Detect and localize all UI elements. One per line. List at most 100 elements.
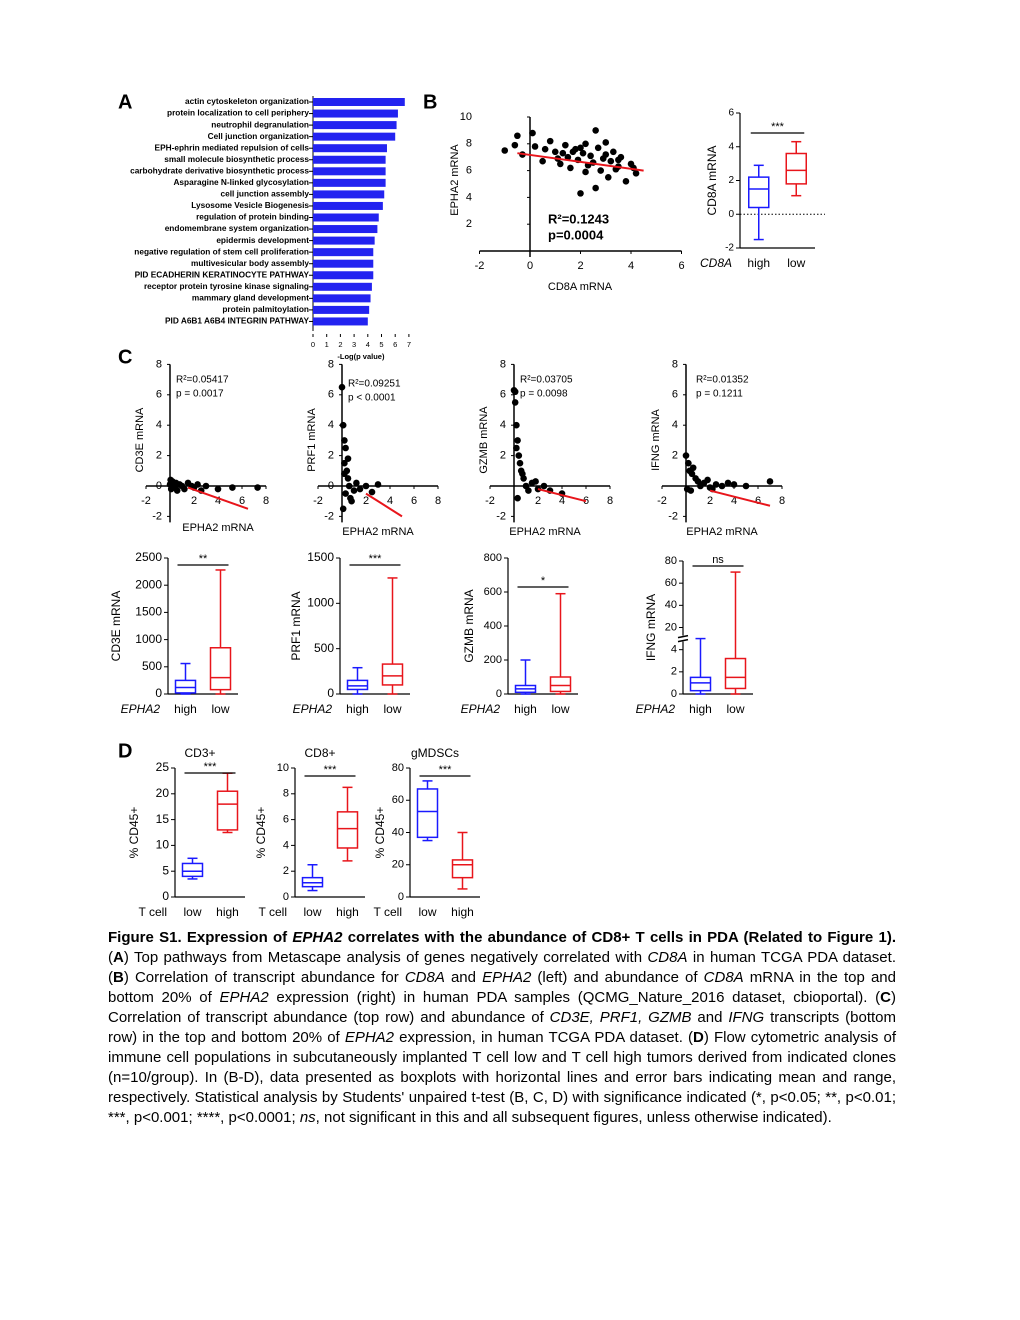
- bar: [313, 201, 383, 210]
- y-tick-label: 2: [672, 450, 678, 462]
- bar: [313, 248, 374, 257]
- data-point: [632, 169, 640, 177]
- y-tick-label: 0: [156, 480, 162, 492]
- x-tick-label: 5: [379, 340, 383, 349]
- significance: ***: [204, 761, 218, 773]
- category-label: low: [211, 702, 229, 716]
- group-label: CD8A: [700, 256, 732, 270]
- group-label: EPHA2: [121, 702, 161, 716]
- caption-text: EPHA2: [344, 1029, 395, 1046]
- category-label: low: [183, 905, 201, 919]
- data-point: [607, 157, 615, 165]
- y-tick-label: 2: [500, 450, 506, 462]
- category-label: carbohydrate derivative biosynthetic pro…: [130, 165, 309, 175]
- data-point: [582, 140, 589, 148]
- y-tick-label: 8: [156, 358, 162, 370]
- data-point: [356, 485, 364, 493]
- bar: [313, 121, 397, 130]
- data-point: [569, 148, 577, 156]
- y-axis-label: EPHA2 mRNA: [449, 144, 461, 216]
- bar: [313, 225, 378, 234]
- box: [549, 676, 572, 693]
- y-tick-label: 1500: [135, 605, 162, 619]
- chart-title: CD3+: [184, 746, 215, 760]
- panel-label: D: [118, 740, 132, 762]
- y-tick-label: 0: [671, 688, 677, 700]
- group-label: T cell: [374, 905, 402, 919]
- y-axis-label: GZMB mRNA: [478, 406, 490, 474]
- y-tick-label: 40: [392, 826, 404, 838]
- y-axis-label: % CD45+: [254, 807, 268, 859]
- data-point: [338, 383, 346, 391]
- annotation: p=0.0004: [548, 227, 604, 242]
- bar: [313, 144, 387, 153]
- y-tick-label: 6: [283, 814, 289, 826]
- y-tick-label: 6: [156, 389, 162, 401]
- x-tick-label: 6: [678, 260, 684, 272]
- caption-text: correlates with the abundance of CD8+ T …: [342, 929, 896, 946]
- panel-label: C: [118, 346, 132, 368]
- data-point: [342, 490, 349, 497]
- y-tick-label: 8: [466, 138, 472, 150]
- bar: [313, 155, 386, 164]
- category-label: endomembrane system organization: [165, 223, 309, 233]
- data-point: [615, 156, 622, 164]
- x-tick-label: 4: [628, 260, 634, 272]
- box: [381, 663, 404, 686]
- caption-text: transcripts (bottom row) in the top and …: [108, 1009, 897, 1046]
- y-tick-label: 4: [671, 644, 677, 656]
- data-point: [587, 152, 594, 160]
- annotation: p = 0.1211: [696, 389, 743, 400]
- annotation: p < 0.0001: [348, 393, 396, 404]
- box: [689, 676, 712, 692]
- y-tick-label: -2: [668, 510, 678, 522]
- data-point: [704, 476, 711, 484]
- y-tick-label: -2: [152, 510, 162, 522]
- x-axis-label: CD8A mRNA: [548, 281, 613, 293]
- data-point: [339, 505, 347, 513]
- data-point: [514, 494, 521, 502]
- data-point: [685, 459, 692, 467]
- y-tick-label: -2: [324, 510, 334, 522]
- data-point: [682, 452, 690, 459]
- data-point: [712, 481, 720, 488]
- category-label: high: [514, 702, 537, 716]
- data-point: [557, 160, 564, 168]
- y-tick-label: 4: [466, 191, 472, 203]
- annotation: R²=0.01352: [696, 375, 749, 386]
- caption-text: mRNA in the top and bottom 20% of: [108, 969, 896, 1006]
- y-axis-label: IFNG mRNA: [650, 408, 662, 470]
- y-tick-label: 6: [328, 389, 334, 401]
- caption-text: ) Top pathways from Metascape analysis o…: [123, 949, 648, 966]
- x-tick-label: 8: [607, 495, 613, 507]
- category-label: high: [346, 702, 369, 716]
- y-tick-label: 4: [500, 419, 506, 431]
- y-tick-label: 6: [466, 165, 472, 177]
- data-point: [730, 481, 738, 488]
- category-label: PID ECADHERIN KERATINOCYTE PATHWAY: [135, 269, 310, 279]
- category-label: regulation of protein binding: [196, 212, 309, 222]
- y-tick-label: 2: [466, 218, 472, 230]
- data-point: [173, 487, 181, 494]
- y-tick-label: 0: [162, 889, 169, 903]
- annotation: R²=0.1243: [548, 211, 609, 226]
- data-point: [579, 149, 587, 157]
- data-point: [362, 482, 370, 490]
- x-tick-label: 7: [407, 340, 411, 349]
- data-point: [167, 476, 174, 484]
- data-point: [689, 464, 697, 472]
- data-point: [516, 459, 524, 467]
- y-tick-label: 500: [142, 659, 162, 673]
- fit-line: [709, 489, 771, 507]
- caption-text: IFNG: [728, 1009, 765, 1026]
- box: [181, 862, 204, 878]
- data-point: [577, 190, 584, 197]
- bar: [313, 178, 386, 187]
- data-point: [724, 479, 732, 487]
- caption-text: ) Correlation of transcript abundance (t…: [108, 989, 896, 1026]
- caption-text: CD8A: [404, 969, 445, 986]
- y-tick-label: 15: [156, 812, 170, 826]
- bar: [313, 98, 405, 106]
- box: [416, 788, 439, 839]
- y-tick-label: 0: [155, 686, 162, 700]
